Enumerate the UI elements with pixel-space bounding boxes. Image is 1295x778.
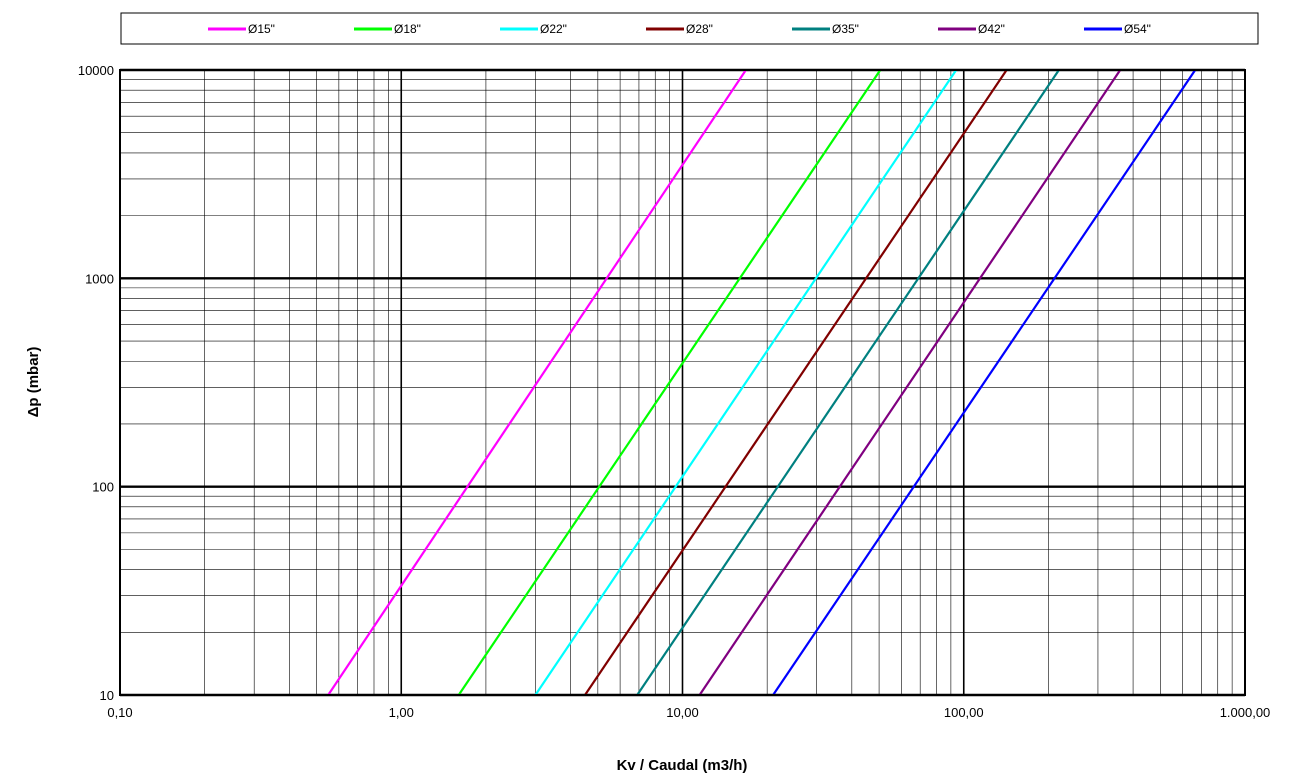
- series-line-5: [636, 69, 1060, 696]
- x-tick-label: 10,00: [666, 705, 699, 720]
- y-axis-title: Δp (mbar): [25, 347, 42, 418]
- legend-label: Ø28": [686, 22, 713, 36]
- y-tick-label: 10000: [78, 63, 114, 78]
- x-axis-title: Kv / Caudal (m3/h): [617, 757, 748, 774]
- x-tick-label: 1,00: [389, 705, 414, 720]
- legend-label: Ø22": [540, 22, 567, 36]
- tick-labels: 0,10 1,00 10,00 100,00 1.000,00 10 100 1000 1000…: [78, 63, 1270, 720]
- series-line-6: [698, 69, 1122, 696]
- y-tick-label: 1000: [85, 271, 114, 286]
- y-tick-label: 10: [100, 688, 114, 703]
- plot-frame: [119, 69, 1246, 696]
- x-tick-label: 100,00: [944, 705, 984, 720]
- series-line-2: [457, 69, 882, 696]
- legend: Ø15" Ø18" Ø22" Ø28" Ø35" Ø42" Ø54": [120, 12, 1259, 45]
- series-line-4: [584, 69, 1008, 696]
- legend-label: Ø15": [248, 22, 275, 36]
- series-line-1: [327, 69, 747, 696]
- legend-box: [120, 12, 1259, 45]
- series-line-3: [534, 69, 958, 696]
- legend-label: Ø54": [1124, 22, 1151, 36]
- x-tick-label: 0,10: [107, 705, 132, 720]
- legend-label: Ø35": [832, 22, 859, 36]
- legend-label: Ø18": [394, 22, 421, 36]
- series-line-7: [772, 69, 1197, 696]
- legend-label: Ø42": [978, 22, 1005, 36]
- y-tick-label: 100: [92, 480, 114, 495]
- x-tick-label: 1.000,00: [1220, 705, 1271, 720]
- series-group: [327, 69, 1197, 696]
